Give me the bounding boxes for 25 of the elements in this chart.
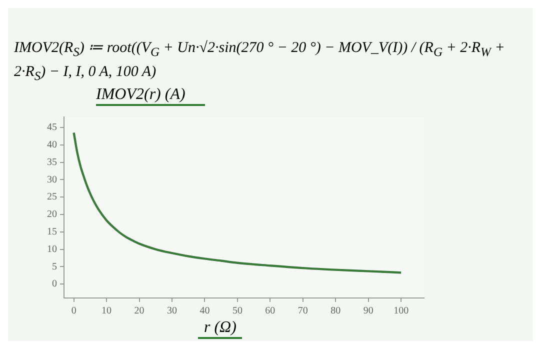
x-axis-title: r (Ω) (198, 319, 242, 339)
y-tick-label: 20 (47, 209, 57, 220)
y-tick-label: 0 (52, 278, 57, 290)
y-tick-label: 10 (47, 244, 57, 255)
x-tick-label: 10 (102, 306, 112, 317)
y-tick-label: 30 (47, 174, 57, 186)
y-tick-label: 5 (52, 261, 57, 272)
x-tick-label: 90 (363, 306, 374, 317)
y-tick-label: 45 (47, 122, 57, 134)
y-tick-label: 25 (47, 192, 57, 203)
y-axis-title: IMOV2(r) (A) (96, 86, 206, 106)
x-tick-label: 100 (394, 306, 409, 317)
x-tick-label: 50 (232, 306, 242, 317)
y-tick-label: 35 (47, 156, 57, 168)
x-tick-label: 40 (200, 306, 210, 317)
line-series (72, 132, 402, 274)
x-tick-label: 80 (330, 306, 341, 317)
y-tick-label: 40 (47, 139, 57, 150)
x-tick-label: 0 (71, 306, 76, 317)
x-tick-label: 20 (134, 306, 144, 317)
x-tick-label: 30 (167, 306, 177, 317)
x-tick-label: 60 (265, 306, 276, 317)
y-tick-label: 15 (47, 226, 57, 238)
x-tick-label: 70 (298, 306, 308, 317)
chart-title: IMOV2(R$_{S}$) ≔ root((V$_{G}$ + Un·√2·sin(270 ° − 20 °) − MOV_V(I)) / (R$_{G}$ + 2·R$_{W}$ + 2·R$_{S}$) − I, I, 0 A, 100 A) (14, 40, 505, 83)
